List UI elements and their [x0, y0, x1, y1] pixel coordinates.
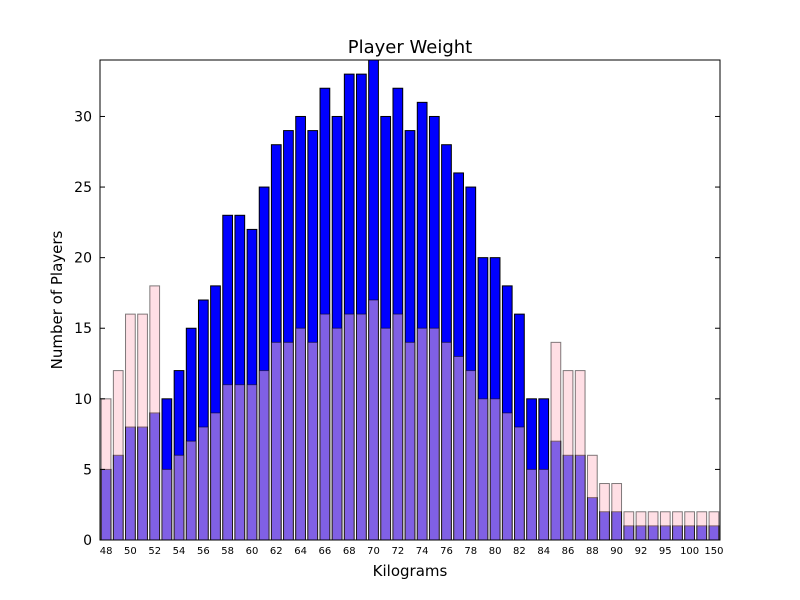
bar-series2-76: [441, 341, 452, 541]
bar-series2-93: [647, 511, 659, 541]
bar-series2-62: [270, 341, 282, 541]
bar-series2-90: [611, 483, 623, 541]
bar-series2-85: [550, 341, 562, 541]
x-tick-label: 72: [391, 546, 404, 557]
bar-series2-96: [672, 511, 683, 541]
bar-series2-74: [416, 327, 428, 541]
bar-series2-58: [222, 384, 234, 541]
bar-series2-150: [708, 511, 720, 541]
x-tick-label: 50: [124, 546, 137, 557]
bar-series2-59: [234, 384, 246, 541]
x-tick-label: 64: [294, 546, 307, 557]
y-tick-label: 20: [74, 251, 92, 267]
bar-series2-91: [623, 511, 635, 541]
x-tick-label: 68: [343, 546, 356, 557]
x-axis-label: Kilograms: [373, 562, 448, 580]
y-tick-label: 15: [74, 321, 92, 337]
bar-series2-60: [246, 384, 258, 541]
bar-series2-110: [696, 511, 708, 541]
x-tick-label: 80: [489, 546, 502, 557]
y-tick-label: 0: [83, 533, 92, 549]
bar-series2-63: [283, 341, 294, 541]
bar-series2-56: [197, 426, 209, 541]
bar-series2-70: [368, 299, 379, 541]
x-tick-label: 82: [513, 546, 526, 557]
plot-frame: [99, 59, 721, 541]
x-tick-label: 78: [464, 546, 477, 557]
bar-series2-54: [173, 454, 185, 541]
x-tick-label: 60: [246, 546, 259, 557]
bar-series2-92: [635, 511, 647, 541]
bar-series2-79: [477, 398, 489, 541]
x-tick-label: 84: [537, 546, 550, 557]
bar-series2-77: [453, 355, 464, 541]
y-axis-ticks: 0 5 10 15 20 25 30: [74, 109, 720, 549]
bar-series2-95: [659, 511, 671, 541]
y-tick-label: 30: [74, 109, 92, 125]
bar-series2-100: [684, 511, 695, 541]
bar-series2-65: [307, 341, 319, 541]
bar-series2-89: [599, 483, 610, 541]
bar-series2-81: [501, 412, 513, 541]
bar-series2-78: [465, 370, 477, 541]
x-tick-label: 48: [100, 546, 113, 557]
x-tick-label: 100: [680, 546, 699, 557]
bars-group: [100, 59, 720, 541]
bar-series2-66: [319, 313, 331, 541]
bar-series2-55: [185, 440, 197, 541]
x-tick-label: 92: [635, 546, 648, 557]
x-tick-label: 150: [704, 546, 723, 557]
x-tick-label: 52: [148, 546, 161, 557]
bar-series2-80: [489, 398, 501, 541]
bar-series2-75: [428, 327, 440, 541]
x-tick-label: 76: [440, 546, 453, 557]
x-tick-label: 56: [197, 546, 210, 557]
bar-series2-68: [343, 313, 355, 541]
bar-series2-84: [538, 468, 550, 541]
x-tick-label: 70: [367, 546, 380, 557]
bar-series2-52: [149, 285, 161, 541]
bar-series2-72: [392, 313, 404, 541]
bar-series2-64: [295, 327, 306, 541]
y-tick-label: 10: [74, 392, 92, 408]
x-tick-label: 86: [562, 546, 575, 557]
x-tick-label: 66: [319, 546, 332, 557]
bar-series2-57: [210, 412, 221, 541]
bar-series2-88: [586, 454, 598, 541]
y-tick-label: 25: [74, 180, 92, 196]
bar-series2-82: [514, 426, 525, 541]
bar-series2-83: [526, 468, 537, 541]
chart-title: Player Weight: [348, 37, 472, 58]
bar-series2-87: [574, 370, 586, 541]
bar-series2-67: [331, 327, 343, 541]
x-axis-ticks: 48 50 52 54 56 58 60 62 64 66 68 70 72 74 76 78 80 82 84 86…: [100, 546, 724, 557]
x-tick-label: 58: [221, 546, 234, 557]
y-tick-label: 5: [83, 462, 92, 478]
y-axis-label: Number of Players: [48, 230, 66, 369]
bar-series2-73: [404, 341, 416, 541]
x-tick-label: 74: [416, 546, 429, 557]
bar-series2-86: [562, 370, 574, 541]
x-tick-label: 54: [173, 546, 186, 557]
bar-series2-51: [137, 313, 148, 541]
x-tick-label: 88: [586, 546, 599, 557]
bar-series2-69: [356, 313, 367, 541]
bar-series2-53: [161, 468, 173, 541]
x-tick-label: 62: [270, 546, 283, 557]
x-tick-label: 95: [659, 546, 672, 557]
bar-series2-50: [125, 313, 136, 541]
x-tick-label: 90: [610, 546, 623, 557]
bar-series2-49: [112, 370, 124, 541]
bar-series2-61: [258, 370, 270, 541]
bar-series2-71: [380, 327, 392, 541]
